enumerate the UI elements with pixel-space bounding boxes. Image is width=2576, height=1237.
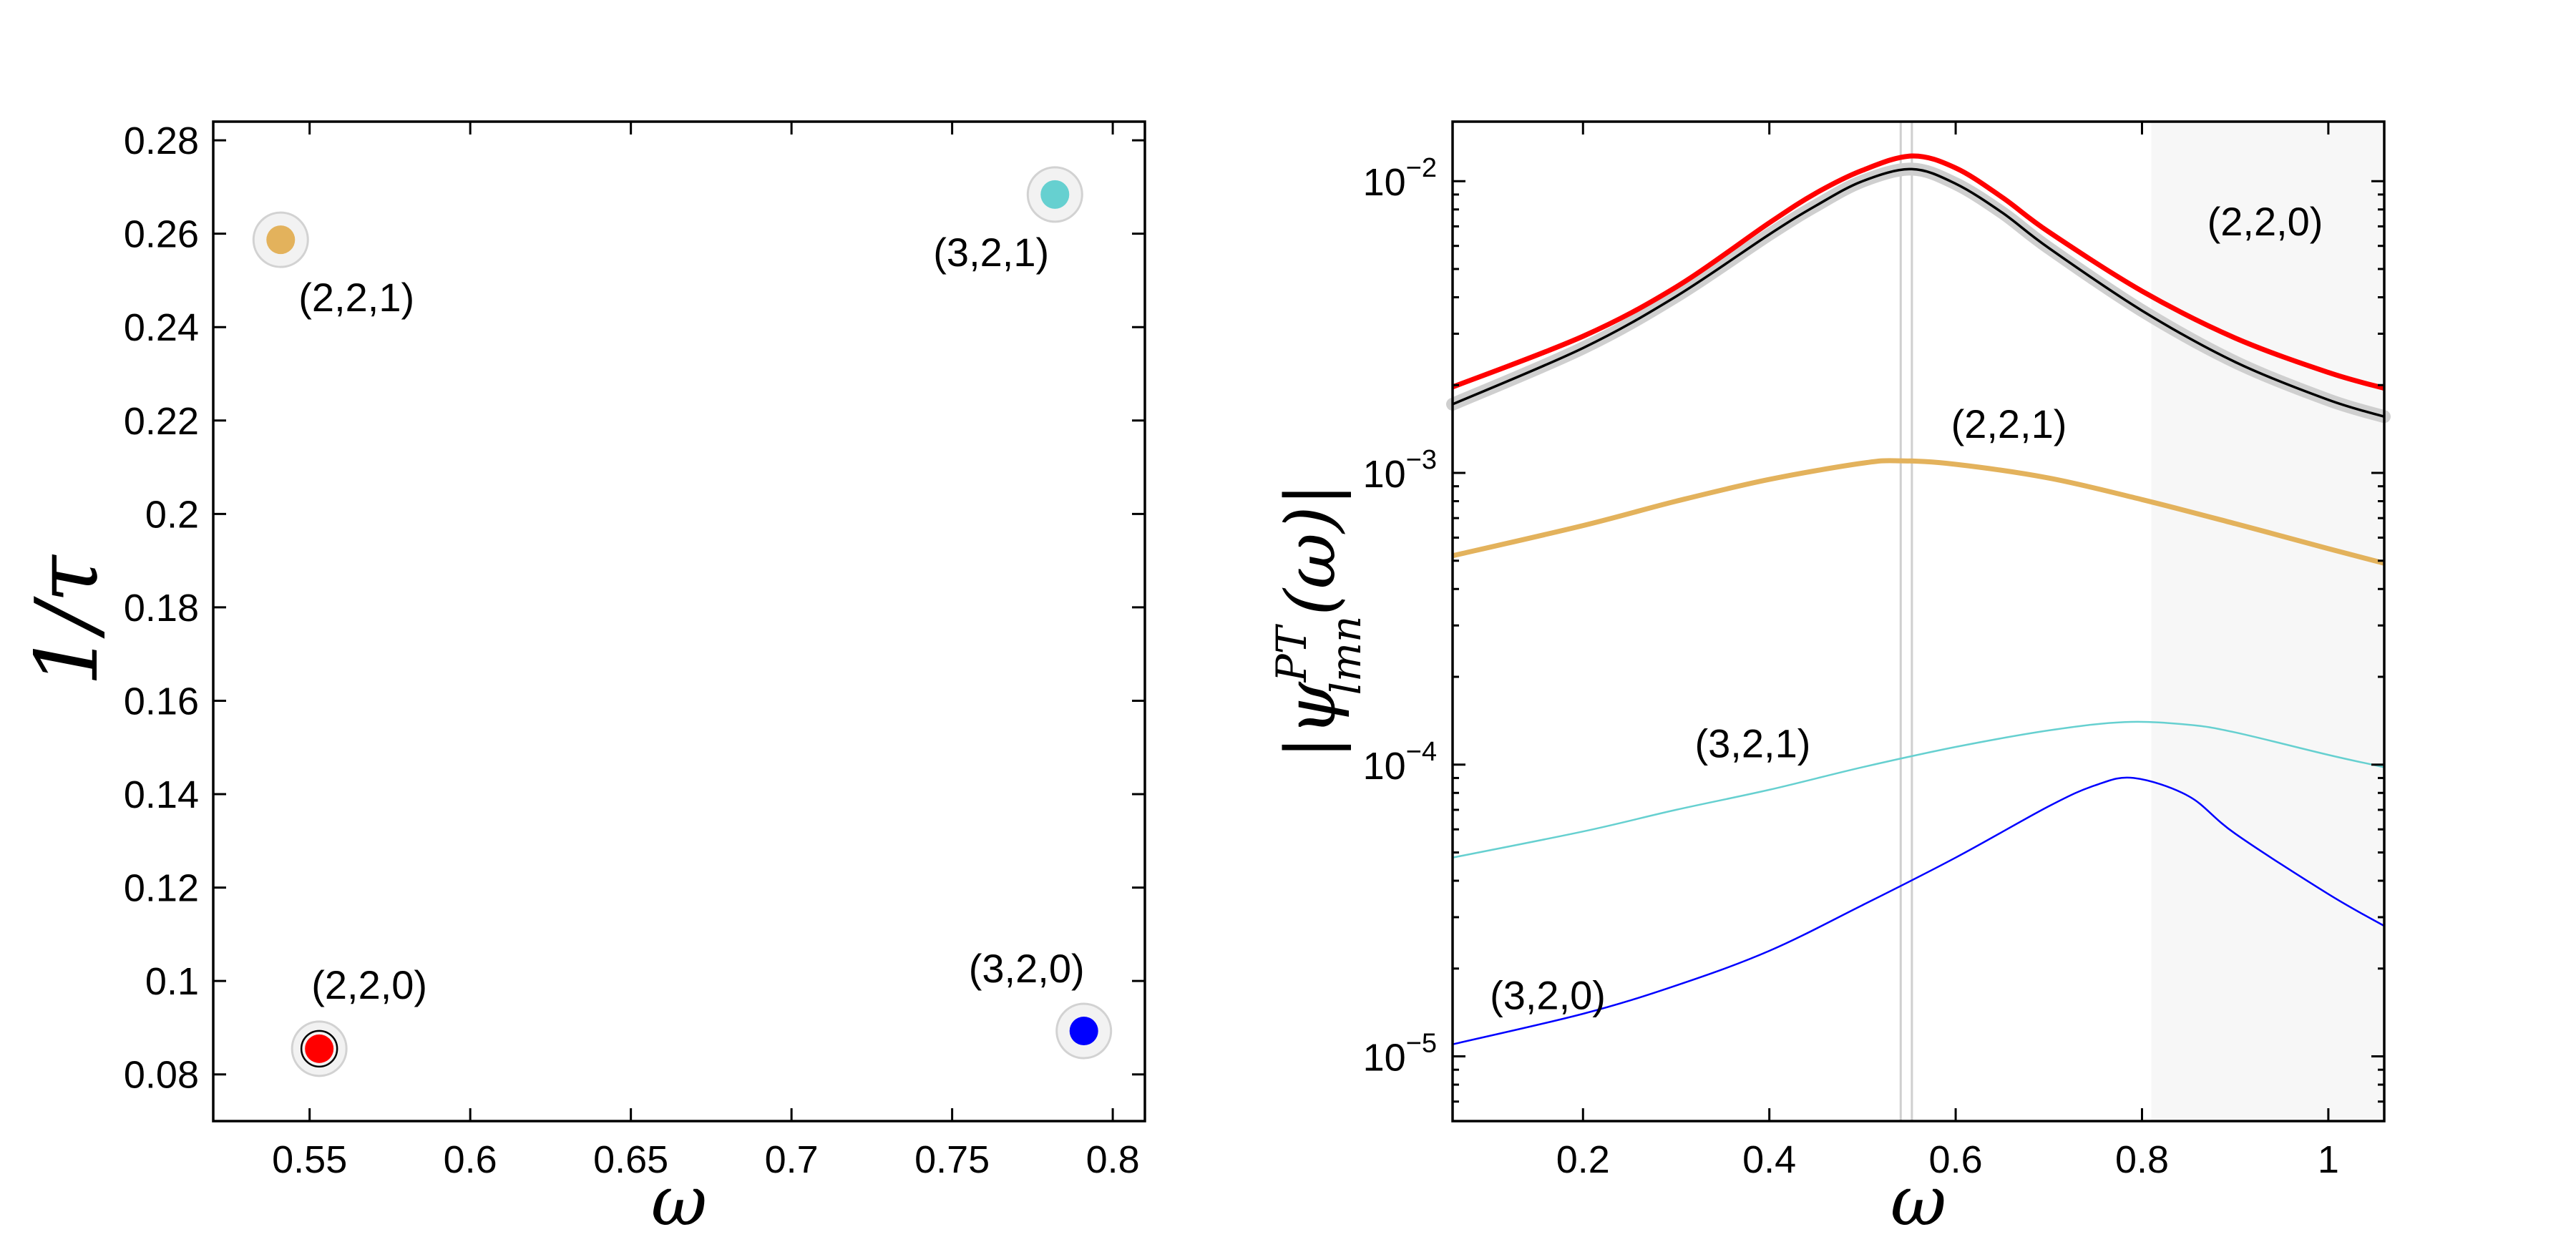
scatter-point	[305, 1034, 334, 1063]
series-line	[1452, 458, 2385, 566]
scatter-y-tick-label: 0.08	[124, 1054, 199, 1097]
scatter-point-label: (3,2,1)	[933, 230, 1049, 275]
series-line	[1452, 167, 2385, 418]
spectrum-x-tick-label: 0.6	[1929, 1138, 1983, 1181]
spectrum-series-layer	[1446, 153, 2391, 1045]
scatter-y-tick-label: 0.24	[124, 306, 199, 349]
vertical-lines-layer	[1899, 122, 1913, 1121]
scatter-points-layer	[252, 166, 1113, 1077]
scatter-y-tick-label: 0.22	[124, 400, 199, 443]
scatter-y-tick-label: 0.12	[124, 867, 199, 910]
scatter-panel: 0.55 0.6 0.65 0.7 0.75 0.8 0.08 0.1 0.12 0.14 0.16…	[18, 119, 1146, 1237]
spectrum-y-tick-label: 10−5	[1363, 1029, 1437, 1080]
shaded-region-layer	[2151, 122, 2384, 1121]
scatter-x-tick-label: 0.55	[272, 1138, 347, 1181]
spectrum-x-tick-label: 1	[2318, 1138, 2339, 1181]
series-annotation: (3,2,0)	[1490, 973, 1606, 1018]
scatter-y-tick-label: 0.16	[124, 680, 199, 723]
scatter-x-tick-label: 0.6	[444, 1138, 497, 1181]
spectrum-x-tick-label: 0.2	[1556, 1138, 1610, 1181]
scatter-y-axis-label: 1/τ	[18, 554, 117, 687]
scatter-x-axis-label: ω	[651, 1161, 707, 1237]
spectrum-x-tick-label: 0.8	[2115, 1138, 2169, 1181]
scatter-y-tick-label: 0.1	[145, 960, 199, 1003]
scatter-x-tick-label: 0.8	[1086, 1138, 1140, 1181]
scatter-point-ring	[300, 1030, 338, 1068]
series-line	[1451, 153, 2385, 391]
spectrum-y-tick-label: 10−4	[1363, 737, 1437, 788]
scatter-point	[1040, 180, 1070, 209]
series-annotation: (3,2,1)	[1695, 720, 1811, 766]
scatter-point-label: (3,2,0)	[969, 946, 1085, 991]
scatter-point-label: (2,2,0)	[311, 962, 427, 1007]
scatter-x-tick-label: 0.75	[914, 1138, 990, 1181]
scatter-x-tick-label: 0.65	[593, 1138, 668, 1181]
scatter-point-label: (2,2,1)	[298, 275, 414, 320]
spectrum-axes-frame	[1451, 120, 2386, 1123]
scatter-point	[1069, 1017, 1098, 1046]
series-line	[1452, 776, 2385, 1045]
series-annotation: (2,2,0)	[2207, 199, 2323, 244]
spectrum-ticks-layer	[1453, 122, 2384, 1123]
spectrum-y-axis-label: |ψPT lmn(ω)|	[1267, 483, 1370, 759]
spectrum-x-axis-label: ω	[1890, 1161, 1946, 1237]
scatter-point	[266, 225, 296, 255]
scatter-axes-frame	[212, 120, 1146, 1123]
series-line	[1452, 720, 2385, 859]
scatter-labels-layer: 0.55 0.6 0.65 0.7 0.75 0.8 0.08 0.1 0.12 0.14 0.16…	[124, 119, 1140, 1181]
scatter-y-tick-label: 0.18	[124, 587, 199, 630]
spectrum-y-tick-label: 10−3	[1363, 445, 1437, 496]
scatter-x-tick-label: 0.7	[765, 1138, 819, 1181]
spectrum-y-tick-label: 10−2	[1363, 153, 1437, 204]
scatter-y-tick-label: 0.2	[145, 493, 199, 536]
shaded-region	[2151, 122, 2384, 1121]
scatter-ticks-layer	[213, 122, 1145, 1121]
scatter-y-tick-label: 0.28	[124, 119, 199, 162]
series-annotation: (2,2,1)	[1951, 401, 2067, 446]
scatter-y-tick-label: 0.14	[124, 773, 199, 816]
spectrum-panel: 0.2 0.4 0.6 0.8 1 10−5 10−4 10−3 10−2 (2,2,0) (2,2…	[1267, 120, 2391, 1237]
spectrum-x-tick-label: 0.4	[1742, 1138, 1796, 1181]
spectrum-labels-layer: 0.2 0.4 0.6 0.8 1 10−5 10−4 10−3 10−2 (2,2,0) (2,2…	[1363, 153, 2339, 1181]
scatter-y-tick-label: 0.26	[124, 213, 199, 256]
